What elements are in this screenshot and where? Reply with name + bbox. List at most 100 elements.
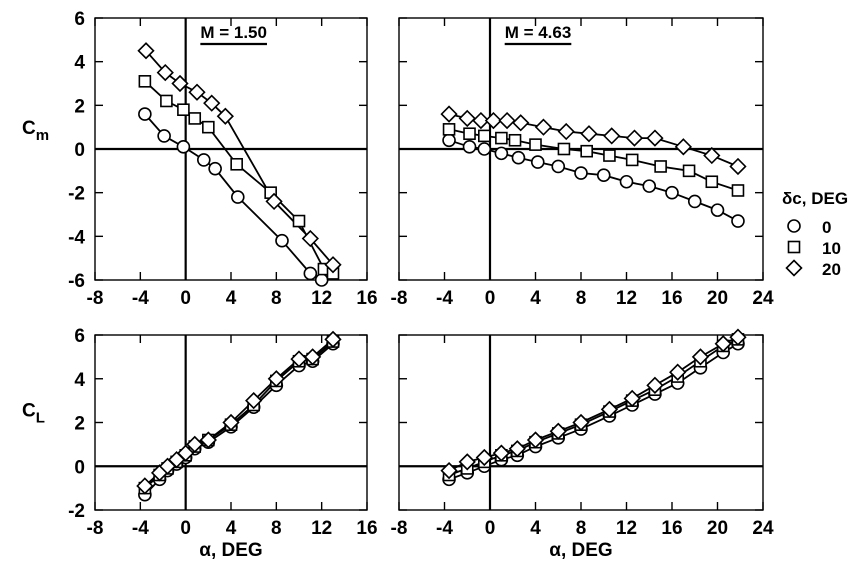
data-point-circle <box>551 159 566 174</box>
data-point-diamond <box>729 328 747 346</box>
x-tick-label: -4 <box>436 288 453 309</box>
x-tick-label: 4 <box>226 288 237 309</box>
panel-title: M = 4.63 <box>505 23 572 42</box>
panel-bottom-left: -8 -4 0 4 8 12 16 6 4 2 0 -2 CL α, DEG <box>22 326 378 561</box>
data-point-diamond <box>137 42 155 60</box>
y-tick-label: -2 <box>68 184 85 205</box>
data-point-square <box>529 138 542 151</box>
data-point-circle <box>530 155 545 169</box>
data-point-diamond <box>508 440 526 458</box>
data-point-square <box>160 94 173 108</box>
data-point-diamond <box>475 448 493 467</box>
data-point-diamond <box>534 118 553 136</box>
x-tick-label: 16 <box>661 518 682 539</box>
data-point-diamond <box>177 444 195 462</box>
data-point-diamond <box>703 146 721 165</box>
data-point-circle <box>494 146 509 161</box>
y-axis-label: CL <box>22 401 45 427</box>
x-tick-label: 12 <box>616 518 637 539</box>
data-point-diamond <box>498 111 516 130</box>
data-point-diamond <box>600 400 619 419</box>
x-tick-label: 24 <box>752 288 774 309</box>
series-line-10 <box>144 80 334 275</box>
data-point-circle <box>138 107 152 121</box>
data-point-square <box>705 175 719 189</box>
data-point-diamond <box>729 157 747 176</box>
legend: δc, DEG 0 10 20 <box>782 189 848 279</box>
data-point-circle <box>619 174 634 189</box>
data-point-circle <box>462 140 477 154</box>
x-tick-label: 0 <box>485 518 496 539</box>
data-point-square <box>731 184 745 197</box>
x-tick-label: 16 <box>661 288 682 309</box>
data-point-square <box>557 142 571 156</box>
x-tick-label: 8 <box>576 288 587 309</box>
x-tick-label: 8 <box>576 518 587 539</box>
data-point-square <box>580 144 593 158</box>
x-tick-label: 0 <box>180 518 191 539</box>
y-tick-label: 2 <box>74 96 85 117</box>
data-point-diamond <box>199 431 217 449</box>
x-axis-label: α, DEG <box>199 540 262 561</box>
data-point-circle <box>314 273 329 287</box>
data-point-diamond <box>245 391 263 410</box>
data-point-diamond <box>557 122 575 141</box>
data-point-square <box>177 103 190 116</box>
legend-title: δc, DEG <box>782 189 848 208</box>
data-point-diamond <box>440 105 458 123</box>
data-point-diamond <box>171 74 189 93</box>
data-point-circle <box>208 161 222 176</box>
legend-label: 10 <box>822 239 841 258</box>
data-point-circle <box>442 133 456 148</box>
data-point-diamond <box>714 335 732 353</box>
data-point-circle <box>731 214 745 228</box>
data-point-diamond <box>203 94 221 112</box>
data-point-diamond <box>492 444 511 462</box>
x-tick-label: 20 <box>707 518 728 539</box>
data-point-diamond <box>526 431 545 449</box>
x-tick-label: -8 <box>391 288 408 309</box>
x-tick-label: -4 <box>132 288 149 309</box>
y-tick-label: -4 <box>68 227 85 248</box>
data-point-square <box>292 214 306 228</box>
panel-top-right: -8 -4 0 4 8 12 16 20 24 M = 4.63 <box>391 17 774 309</box>
legend-label: 0 <box>822 218 831 237</box>
x-tick-label: 4 <box>530 518 541 539</box>
legend-marker-diamond <box>785 259 803 277</box>
data-point-diamond <box>324 256 342 274</box>
data-point-diamond <box>623 389 641 408</box>
data-point-diamond <box>674 138 693 156</box>
data-point-square <box>463 127 476 141</box>
data-point-square <box>202 120 215 134</box>
y-tick-label: 6 <box>74 9 85 30</box>
x-tick-label: 12 <box>311 288 332 309</box>
data-point-circle <box>710 203 725 217</box>
data-point-diamond <box>324 330 342 349</box>
series-line-10 <box>448 128 739 192</box>
legend-marker-square <box>787 240 801 254</box>
data-point-diamond <box>265 192 283 211</box>
data-point-circle <box>275 233 289 248</box>
y-tick-label: -2 <box>68 501 85 522</box>
data-point-square <box>654 160 667 173</box>
y-tick-label: 0 <box>74 140 85 161</box>
data-point-square <box>625 153 639 167</box>
y-axis-label: Cm <box>22 118 49 144</box>
data-point-diamond <box>646 129 664 147</box>
data-point-diamond <box>222 413 240 432</box>
data-point-diamond <box>186 435 204 454</box>
y-tick-label: 4 <box>74 53 85 74</box>
y-tick-label: 4 <box>74 370 85 391</box>
data-point-square <box>603 149 616 162</box>
x-tick-label: -8 <box>391 518 408 539</box>
data-point-circle <box>574 166 588 180</box>
x-tick-label: -8 <box>87 288 104 309</box>
data-point-square <box>442 123 456 136</box>
x-tick-label: 12 <box>311 518 332 539</box>
data-point-square <box>138 75 152 88</box>
data-point-diamond <box>646 376 664 394</box>
x-tick-label: 4 <box>226 518 237 539</box>
data-point-diamond <box>136 477 154 495</box>
data-point-diamond <box>669 363 687 381</box>
